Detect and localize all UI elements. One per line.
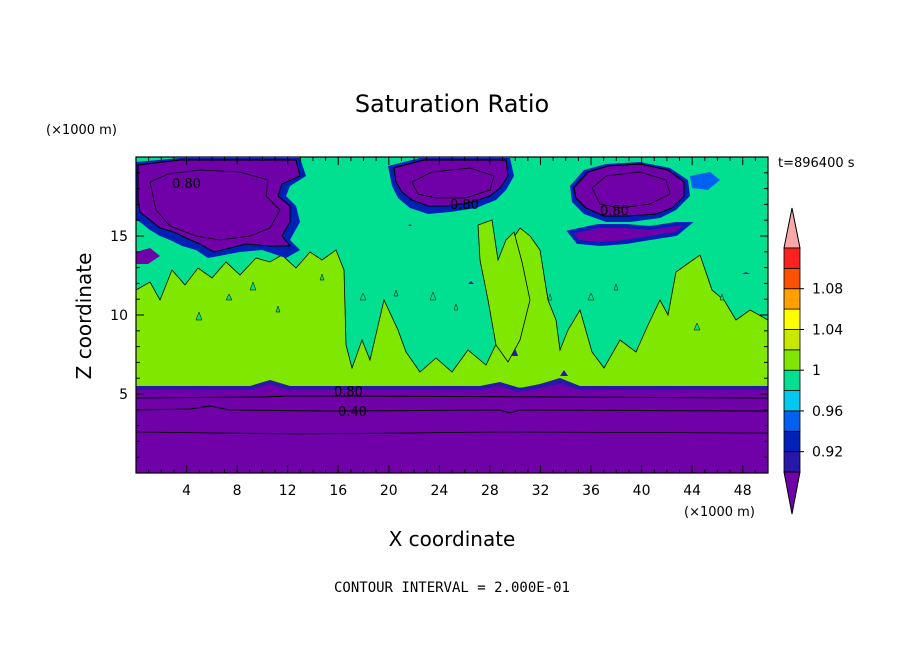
contour-field (136, 157, 768, 473)
contour-label-5: 0.40 (338, 405, 367, 420)
colorbar-box (783, 410, 801, 432)
colorbar-tick-label: 1.04 (812, 322, 843, 338)
dry-pocket-left-edge (136, 248, 160, 264)
central-column (477, 219, 531, 363)
x-tick-label: 40 (633, 483, 651, 499)
colorbar-box (783, 308, 801, 330)
x-axis: 4 8 12 16 20 24 28 32 36 40 44 48 (148, 157, 756, 499)
colorbar-box (783, 288, 801, 310)
x-tick-label: 20 (380, 483, 398, 499)
time-label: t=896400 s (778, 156, 855, 171)
contour-label-3: 0.80 (600, 204, 629, 219)
x-tick-label: 36 (582, 483, 600, 499)
colorbar-tick-label: 1 (812, 363, 821, 379)
x-tick-label: 44 (683, 483, 701, 499)
y-axis-title: Z coordinate (72, 253, 96, 380)
colorbar-box (783, 247, 801, 269)
y-tick-label: 10 (110, 308, 128, 324)
y-tick-label: 5 (119, 387, 128, 403)
lower-dry-layer (136, 384, 768, 473)
x-tick-label: 24 (430, 483, 448, 499)
colorbar-box (783, 390, 801, 412)
colorbar-box (783, 329, 801, 351)
dry-pocket-right (573, 163, 685, 217)
x-tick-label: 28 (481, 483, 499, 499)
x-unit-label: (×1000 m) (684, 505, 755, 520)
colorbar-box (783, 430, 801, 453)
dry-pocket-upper-right-small (690, 172, 720, 190)
contour-interval-footer: CONTOUR INTERVAL = 2.000E-01 (334, 580, 570, 596)
contour-label-2: 0.80 (450, 198, 479, 213)
colorbar: 0.92 0.96 1 1.04 1.08 (783, 207, 843, 515)
x-tick-label: 4 (182, 483, 191, 499)
y-axis: 5 10 15 (110, 172, 768, 458)
colorbar-tick-label: 0.96 (812, 404, 843, 420)
mid-supersaturated-band (136, 227, 768, 389)
chart-title: Saturation Ratio (355, 90, 549, 118)
colorbar-tick-label: 0.92 (812, 445, 843, 461)
colorbar-box (783, 451, 801, 473)
x-axis-title: X coordinate (389, 527, 516, 551)
x-tick-label: 8 (233, 483, 242, 499)
colorbar-box (783, 267, 801, 290)
colorbar-min-triangle (783, 471, 801, 515)
contour-label-4: 0.80 (334, 385, 363, 400)
y-tick-label: 15 (110, 229, 128, 245)
dry-pocket-right-lower (566, 222, 694, 247)
y-unit-label: (×1000 m) (46, 123, 117, 138)
colorbar-box (783, 369, 801, 391)
colorbar-box (783, 349, 801, 371)
x-tick-label: 32 (532, 483, 550, 499)
contour-label-1: 0.80 (172, 177, 201, 192)
x-tick-label: 16 (329, 483, 347, 499)
colorbar-tick-label: 1.08 (812, 282, 843, 298)
x-tick-label: 48 (734, 483, 752, 499)
colorbar-max-triangle (783, 207, 801, 249)
x-tick-label: 12 (279, 483, 297, 499)
